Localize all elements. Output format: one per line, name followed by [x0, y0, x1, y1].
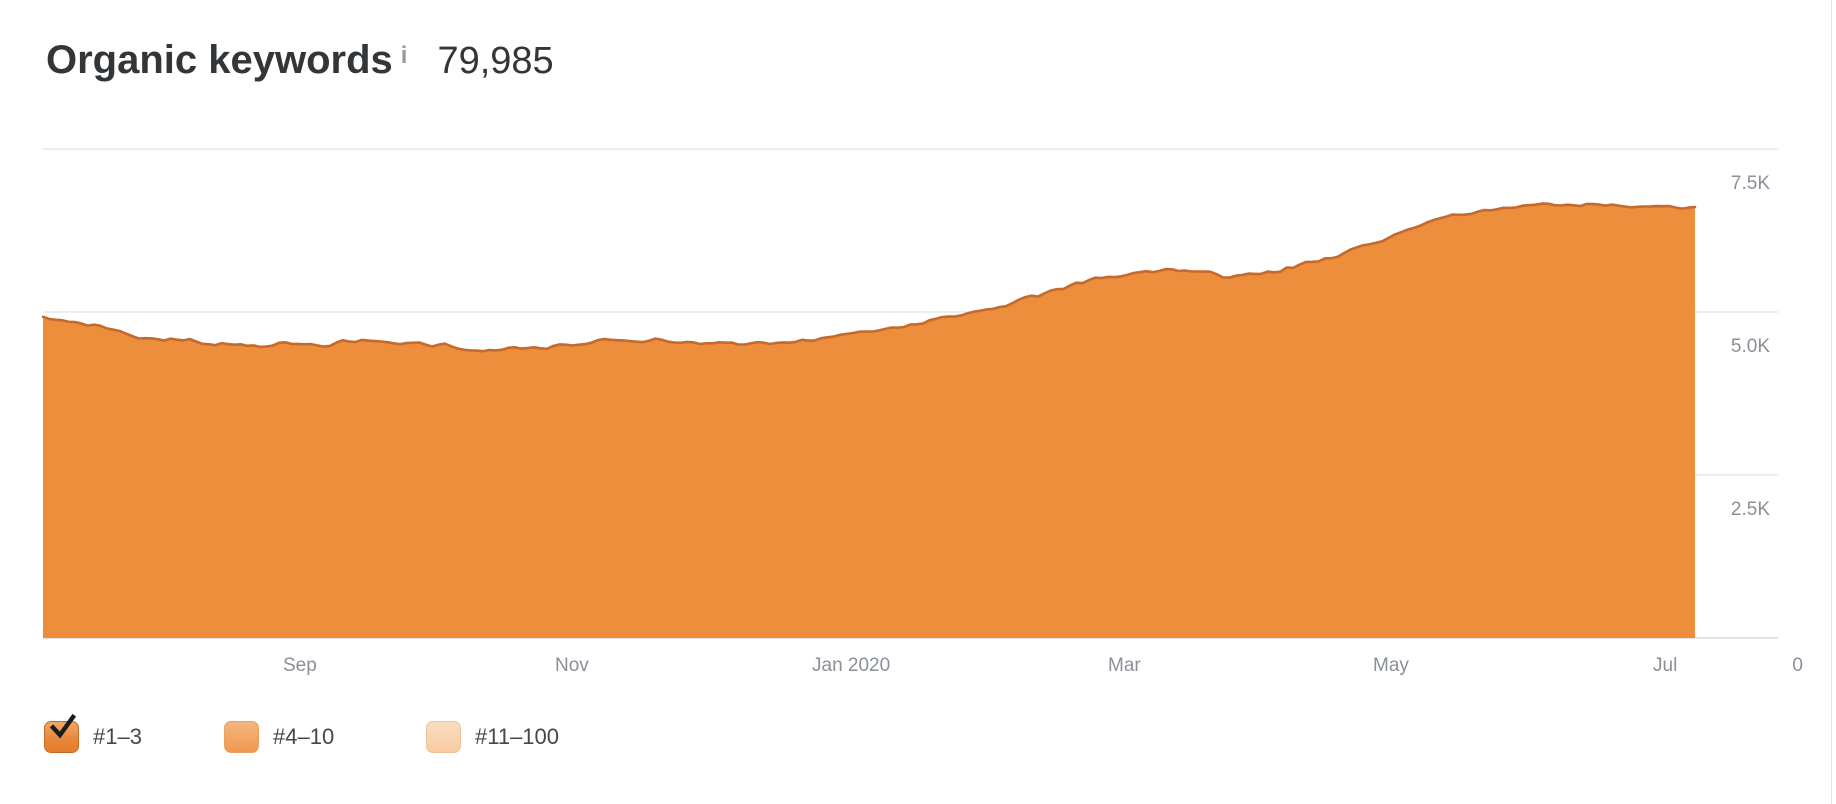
- svg-text:Sep: Sep: [283, 655, 317, 676]
- svg-text:Jan 2020: Jan 2020: [812, 655, 890, 676]
- svg-text:0: 0: [1792, 655, 1803, 676]
- svg-text:7.5K: 7.5K: [1731, 173, 1770, 194]
- svg-text:Nov: Nov: [555, 655, 589, 676]
- svg-text:5.0K: 5.0K: [1731, 336, 1770, 357]
- svg-text:Mar: Mar: [1108, 655, 1141, 676]
- svg-text:Jul: Jul: [1653, 655, 1677, 676]
- svg-text:May: May: [1373, 655, 1409, 676]
- svg-text:2.5K: 2.5K: [1731, 499, 1770, 520]
